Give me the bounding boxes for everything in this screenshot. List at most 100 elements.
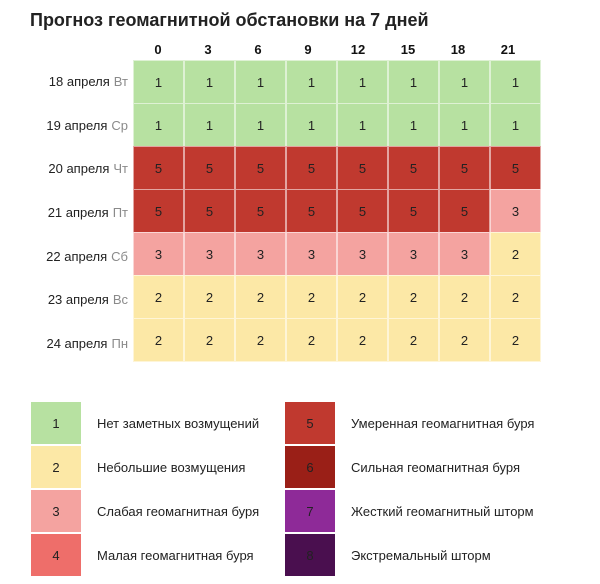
forecast-cell: 5 bbox=[133, 189, 184, 233]
date-label: 22 апреля Сб bbox=[0, 234, 128, 278]
hour-label: 12 bbox=[350, 42, 366, 57]
date-text: 23 апреля bbox=[47, 292, 109, 308]
forecast-cell: 2 bbox=[388, 275, 439, 319]
legend-item: 3 Слабая геомагнитная буря bbox=[31, 490, 259, 532]
day-of-week: Пн bbox=[111, 335, 128, 351]
day-of-week: Вс bbox=[112, 292, 128, 308]
forecast-cell: 5 bbox=[337, 189, 388, 233]
date-column: 18 апреля Вт 19 апреля Ср 20 апреля Чт 21 апре… bbox=[0, 60, 128, 365]
forecast-cell: 5 bbox=[388, 189, 439, 233]
date-text: 18 апреля bbox=[48, 74, 110, 90]
forecast-cell: 1 bbox=[133, 60, 184, 104]
hour-label: 15 bbox=[400, 42, 416, 57]
forecast-cell: 5 bbox=[337, 146, 388, 190]
forecast-cell: 2 bbox=[235, 275, 286, 319]
date-label: 24 апреля Пн bbox=[0, 322, 128, 366]
forecast-cell: 2 bbox=[388, 318, 439, 362]
forecast-cell: 2 bbox=[337, 318, 388, 362]
forecast-cell: 5 bbox=[286, 146, 337, 190]
legend-swatch: 2 bbox=[31, 446, 81, 488]
forecast-cell: 2 bbox=[439, 275, 490, 319]
legend-label: Малая геомагнитная буря bbox=[97, 547, 254, 563]
legend-label: Слабая геомагнитная буря bbox=[97, 503, 260, 519]
forecast-cell: 2 bbox=[184, 275, 235, 319]
forecast-cell: 1 bbox=[286, 103, 337, 147]
forecast-cell: 5 bbox=[439, 189, 490, 233]
hour-label: 3 bbox=[204, 42, 212, 57]
day-of-week: Сб bbox=[111, 248, 128, 264]
forecast-cell: 1 bbox=[235, 60, 286, 104]
forecast-cell: 5 bbox=[133, 146, 184, 190]
forecast-cell: 2 bbox=[286, 275, 337, 319]
legend-swatch: 7 bbox=[285, 490, 335, 532]
date-label: 20 апреля Чт bbox=[0, 147, 128, 191]
day-of-week: Пт bbox=[112, 205, 128, 221]
date-label: 21 апреля Пт bbox=[0, 191, 128, 235]
forecast-cell: 3 bbox=[286, 232, 337, 276]
forecast-cell: 5 bbox=[439, 146, 490, 190]
forecast-cell: 1 bbox=[235, 103, 286, 147]
forecast-cell: 1 bbox=[184, 103, 235, 147]
hour-label: 9 bbox=[304, 42, 312, 57]
day-of-week: Ср bbox=[111, 117, 128, 133]
forecast-cell: 2 bbox=[490, 318, 541, 362]
forecast-cell: 3 bbox=[235, 232, 286, 276]
legend-item: 2 Небольшие возмущения bbox=[31, 446, 245, 488]
hour-label: 0 bbox=[154, 42, 162, 57]
forecast-cell: 5 bbox=[235, 146, 286, 190]
hour-label: 18 bbox=[450, 42, 466, 57]
forecast-cell: 1 bbox=[388, 103, 439, 147]
forecast-cell: 2 bbox=[490, 275, 541, 319]
forecast-cell: 3 bbox=[388, 232, 439, 276]
date-label: 18 апреля Вт bbox=[0, 60, 128, 104]
forecast-cell: 3 bbox=[490, 189, 541, 233]
legend-swatch: 3 bbox=[31, 490, 81, 532]
forecast-cell: 2 bbox=[133, 275, 184, 319]
forecast-cell: 1 bbox=[439, 60, 490, 104]
date-text: 24 апреля bbox=[46, 335, 108, 351]
forecast-cell: 2 bbox=[133, 318, 184, 362]
forecast-cell: 2 bbox=[439, 318, 490, 362]
forecast-cell: 1 bbox=[337, 103, 388, 147]
hour-label: 21 bbox=[500, 42, 516, 57]
legend-label: Экстремальный шторм bbox=[351, 547, 491, 563]
forecast-cell: 1 bbox=[490, 103, 541, 147]
hour-header-row: 0 3 6 9 12 15 18 21 bbox=[133, 42, 533, 58]
legend-swatch: 5 bbox=[285, 402, 335, 444]
forecast-cell: 2 bbox=[235, 318, 286, 362]
legend-swatch: 6 bbox=[285, 446, 335, 488]
date-label: 19 апреля Ср bbox=[0, 104, 128, 148]
date-text: 19 апреля bbox=[46, 117, 108, 133]
forecast-cell: 3 bbox=[337, 232, 388, 276]
forecast-cell: 5 bbox=[286, 189, 337, 233]
date-text: 20 апреля bbox=[48, 161, 110, 177]
forecast-cell: 3 bbox=[184, 232, 235, 276]
hour-label: 6 bbox=[254, 42, 262, 57]
legend-swatch: 1 bbox=[31, 402, 81, 444]
forecast-cell: 5 bbox=[184, 146, 235, 190]
legend-label: Жесткий геомагнитный шторм bbox=[351, 503, 534, 519]
legend-item: 1 Нет заметных возмущений bbox=[31, 402, 259, 444]
forecast-cell: 1 bbox=[133, 103, 184, 147]
date-text: 21 апреля bbox=[47, 205, 109, 221]
forecast-cell: 3 bbox=[133, 232, 184, 276]
forecast-cell: 2 bbox=[490, 232, 541, 276]
forecast-cell: 1 bbox=[490, 60, 541, 104]
legend-swatch: 8 bbox=[285, 534, 335, 576]
legend-item: 8 Экстремальный шторм bbox=[285, 534, 491, 576]
forecast-cell: 1 bbox=[184, 60, 235, 104]
day-of-week: Чт bbox=[113, 161, 128, 177]
forecast-cell: 1 bbox=[286, 60, 337, 104]
forecast-cell: 5 bbox=[184, 189, 235, 233]
forecast-cell: 5 bbox=[490, 146, 541, 190]
legend-swatch: 4 bbox=[31, 534, 81, 576]
forecast-cell: 3 bbox=[439, 232, 490, 276]
chart-title: Прогноз геомагнитной обстановки на 7 дне… bbox=[30, 10, 429, 30]
legend-item: 4 Малая геомагнитная буря bbox=[31, 534, 254, 576]
